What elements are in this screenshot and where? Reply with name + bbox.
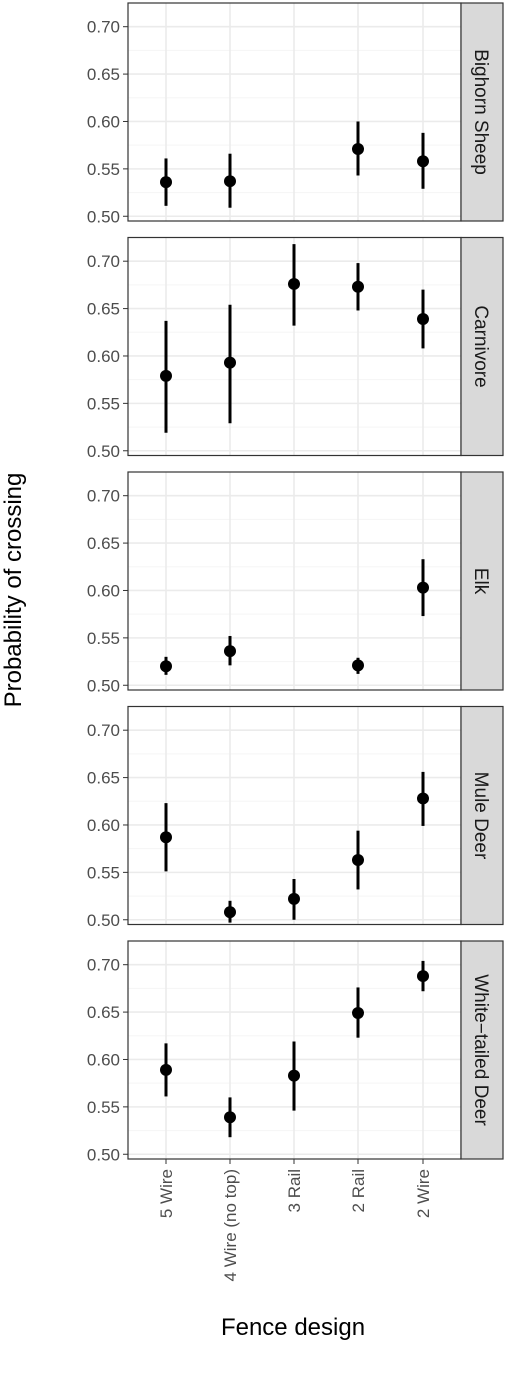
y-tick-label: 0.50 <box>87 676 120 695</box>
facet-strip <box>460 940 504 1160</box>
y-tick-label: 0.55 <box>87 629 120 648</box>
y-tick-label: 0.55 <box>87 863 120 882</box>
y-tick-label: 0.55 <box>87 160 120 179</box>
y-tick-label: 0.50 <box>87 207 120 226</box>
facet-label: Carnivore <box>470 305 491 387</box>
data-point <box>288 892 300 905</box>
panel-mule-deer: 0.50 0.55 0.60 0.65 0.70 Mule Deer <box>87 705 504 930</box>
y-tick-label: 0.70 <box>87 18 120 37</box>
facet-strip <box>460 236 504 457</box>
facet-strip <box>460 705 504 926</box>
data-point <box>224 906 236 919</box>
x-axis: 5 Wire 4 Wire (no top) 3 Rail 2 Rail 2 Wire <box>157 1159 433 1281</box>
facet-strip <box>460 471 504 691</box>
y-tick-label: 0.60 <box>87 1050 120 1069</box>
data-point <box>417 313 429 326</box>
panel-carnivore: 0.50 0.55 0.60 0.65 0.70 Carnivore <box>87 236 504 461</box>
x-axis-title: Fence design <box>221 1314 365 1341</box>
facet-strip <box>460 2 504 222</box>
y-tick-label: 0.70 <box>87 487 120 506</box>
data-point <box>352 280 364 293</box>
y-tick-label: 0.60 <box>87 581 120 600</box>
data-point <box>224 1111 236 1124</box>
data-point <box>352 854 364 867</box>
data-point <box>288 1069 300 1082</box>
facet-label: White−tailed Deer <box>470 974 491 1126</box>
y-tick-label: 0.50 <box>87 911 120 930</box>
y-tick-label: 0.50 <box>87 1145 120 1164</box>
data-point <box>160 831 172 844</box>
y-tick-label: 0.70 <box>87 956 120 975</box>
panel-bighorn-sheep: 0.50 0.55 0.60 0.65 0.70 Bighorn Sheep <box>87 2 504 226</box>
panel-white-tailed-deer: 0.50 0.55 0.60 0.65 0.70 White−tailed Deer <box>87 940 504 1164</box>
data-point <box>352 659 364 672</box>
y-tick-label: 0.70 <box>87 252 120 271</box>
data-point <box>160 660 172 673</box>
y-tick-label: 0.60 <box>87 112 120 131</box>
y-tick-label: 0.70 <box>87 721 120 740</box>
x-tick-label: 2 Rail <box>349 1169 368 1212</box>
y-tick-label: 0.65 <box>87 769 120 788</box>
y-tick-label: 0.55 <box>87 1098 120 1117</box>
x-tick-label: 5 Wire <box>157 1169 176 1218</box>
data-point <box>417 792 429 805</box>
y-tick-label: 0.65 <box>87 534 120 553</box>
x-tick-label: 3 Rail <box>285 1169 304 1212</box>
y-tick-label: 0.55 <box>87 394 120 413</box>
x-tick-label: 4 Wire (no top) <box>221 1169 240 1281</box>
x-tick-label: 2 Wire <box>414 1169 433 1218</box>
data-point <box>224 645 236 658</box>
y-tick-label: 0.60 <box>87 816 120 835</box>
data-point <box>288 277 300 290</box>
data-point <box>160 369 172 382</box>
data-point <box>352 1007 364 1020</box>
facet-label: Elk <box>470 568 491 595</box>
data-point <box>417 581 429 594</box>
facet-label: Bighorn Sheep <box>470 49 491 175</box>
y-tick-label: 0.65 <box>87 300 120 319</box>
y-tick-label: 0.65 <box>87 1003 120 1022</box>
facet-label: Mule Deer <box>470 772 491 860</box>
panel-elk: 0.50 0.55 0.60 0.65 0.70 Elk <box>87 471 504 695</box>
y-tick-label: 0.65 <box>87 65 120 84</box>
y-tick-label: 0.50 <box>87 442 120 461</box>
data-point <box>160 176 172 189</box>
data-point <box>224 356 236 369</box>
data-point <box>417 970 429 983</box>
data-point <box>224 175 236 188</box>
data-point <box>160 1063 172 1076</box>
data-point <box>417 155 429 168</box>
y-axis-title: Probability of crossing <box>0 473 27 708</box>
data-point <box>352 142 364 155</box>
y-tick-label: 0.60 <box>87 347 120 366</box>
